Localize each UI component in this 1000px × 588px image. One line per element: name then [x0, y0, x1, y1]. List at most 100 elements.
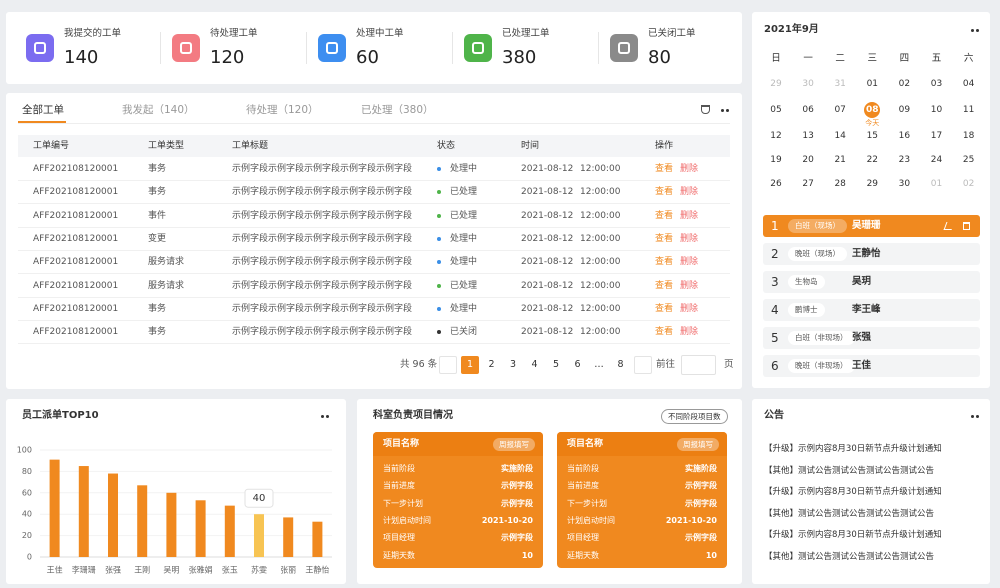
- calendar-day[interactable]: 09: [898, 105, 911, 115]
- calendar-day[interactable]: 07: [834, 105, 846, 115]
- weekday: 三: [867, 53, 878, 64]
- ticket-date: 2021-08-12: [521, 257, 574, 268]
- bar: [137, 485, 148, 557]
- filter-icon[interactable]: [701, 105, 710, 114]
- calendar-day[interactable]: 04: [962, 79, 975, 89]
- calendar-day[interactable]: 31: [834, 79, 846, 89]
- calendar-day[interactable]: 22: [866, 155, 879, 165]
- calendar-day[interactable]: 10: [930, 105, 943, 115]
- more-dot[interactable]: [726, 109, 729, 112]
- calendar-day[interactable]: 24: [930, 155, 943, 165]
- weekday: 日: [771, 53, 781, 64]
- view-link[interactable]: 查看: [655, 280, 674, 291]
- bar: [195, 500, 206, 557]
- projects-button[interactable]: 不同阶段项目数: [661, 409, 728, 424]
- calendar-day[interactable]: 16: [898, 131, 911, 141]
- calendar-day[interactable]: 23: [898, 155, 911, 165]
- calendar-day[interactable]: 13: [802, 131, 814, 141]
- view-link[interactable]: 查看: [655, 187, 674, 198]
- view-link[interactable]: 查看: [655, 164, 674, 174]
- view-link[interactable]: 查看: [655, 210, 674, 221]
- notice-item[interactable]: 【升级】示例内容8月30日新节点升级计划通知: [764, 530, 942, 541]
- tab[interactable]: 已处理（380）: [361, 104, 434, 116]
- notice-item[interactable]: 【升级】示例内容8月30日新节点升级计划通知: [764, 444, 942, 454]
- delete-link[interactable]: 删除: [680, 327, 699, 338]
- more-dot[interactable]: [721, 109, 724, 112]
- tab[interactable]: 全部工单: [22, 104, 64, 116]
- ticket-id: AFF202108120001: [33, 280, 119, 291]
- delete-link[interactable]: 删除: [680, 257, 699, 268]
- notice-item[interactable]: 【其他】测试公告测试公告测试公告测试公告: [764, 552, 935, 562]
- more-dot[interactable]: [971, 415, 974, 418]
- more-dot[interactable]: [976, 415, 979, 418]
- view-link[interactable]: 查看: [655, 303, 674, 314]
- delete-link[interactable]: 删除: [680, 233, 699, 244]
- delete-link[interactable]: 删除: [680, 187, 699, 198]
- view-link[interactable]: 查看: [655, 257, 674, 268]
- ticket-date: 2021-08-12: [521, 303, 574, 314]
- calendar-day[interactable]: 20: [802, 155, 814, 165]
- page-number[interactable]: 8: [617, 359, 624, 370]
- calendar-day[interactable]: 17: [930, 131, 943, 141]
- page-number[interactable]: 3: [509, 359, 517, 370]
- calendar-day[interactable]: 03: [930, 79, 943, 89]
- page-number[interactable]: …: [594, 359, 604, 370]
- calendar-day[interactable]: 05: [770, 105, 782, 115]
- more-dot[interactable]: [971, 29, 974, 32]
- delete-icon[interactable]: [963, 222, 970, 230]
- calendar-day[interactable]: 30: [802, 79, 814, 89]
- calendar-day[interactable]: 26: [770, 179, 782, 189]
- calendar-day[interactable]: 18: [962, 131, 975, 141]
- more-dot[interactable]: [326, 415, 329, 418]
- calendar-day[interactable]: 02: [898, 79, 911, 89]
- calendar-day[interactable]: 15: [866, 131, 879, 141]
- prev-page[interactable]: [439, 356, 457, 374]
- page-number[interactable]: 2: [488, 359, 495, 370]
- delete-link[interactable]: 删除: [680, 164, 699, 174]
- notice-item[interactable]: 【升级】示例内容8月30日新节点升级计划通知: [764, 487, 942, 498]
- notice-item[interactable]: 【其他】测试公告测试公告测试公告测试公告: [764, 465, 935, 476]
- page-number[interactable]: 1: [466, 359, 474, 370]
- schedule-item[interactable]: [763, 215, 980, 237]
- calendar-day[interactable]: 27: [802, 179, 814, 189]
- report-button[interactable]: 周报填写: [677, 438, 719, 451]
- project-value: 实施阶段: [501, 464, 533, 473]
- ticket-title: 示例字段示例字段示例字段示例字段示例字段: [232, 187, 413, 198]
- calendar-day[interactable]: 29: [866, 179, 879, 189]
- calendar-day[interactable]: 25: [962, 155, 975, 165]
- page-number[interactable]: 6: [574, 359, 581, 370]
- notice-item[interactable]: 【其他】测试公告测试公告测试公告测试公告: [764, 508, 935, 519]
- row-line: [18, 319, 730, 321]
- tab[interactable]: 待处理（120）: [246, 104, 319, 116]
- ticket-date: 2021-08-12: [521, 210, 574, 221]
- calendar-day[interactable]: 30: [898, 179, 911, 189]
- next-page[interactable]: [634, 356, 652, 374]
- page-number[interactable]: 5: [552, 359, 560, 370]
- calendar-day[interactable]: 02: [962, 179, 975, 189]
- delete-link[interactable]: 删除: [680, 210, 699, 221]
- delete-link[interactable]: 删除: [680, 303, 699, 314]
- calendar-day[interactable]: 29: [770, 79, 782, 89]
- view-link[interactable]: 查看: [655, 327, 674, 338]
- calendar-day[interactable]: 01: [930, 179, 943, 189]
- ticket-date: 2021-08-12: [521, 280, 574, 291]
- calendar-day[interactable]: 28: [834, 179, 846, 189]
- goto-input[interactable]: [681, 355, 716, 375]
- more-dot[interactable]: [976, 29, 979, 32]
- today-circle: [864, 102, 881, 118]
- bar: [49, 459, 60, 557]
- tab[interactable]: 我发起（140）: [122, 104, 195, 116]
- calendar-day[interactable]: 11: [962, 105, 975, 115]
- report-button[interactable]: 周报填写: [493, 438, 535, 451]
- calendar-day[interactable]: 12: [770, 131, 782, 141]
- calendar-day[interactable]: 01: [866, 79, 879, 89]
- calendar-day[interactable]: 14: [834, 131, 846, 141]
- calendar-day[interactable]: 06: [802, 105, 814, 115]
- delete-link[interactable]: 删除: [680, 280, 699, 291]
- more-dot[interactable]: [321, 415, 324, 418]
- view-link[interactable]: 查看: [655, 233, 674, 244]
- page-number[interactable]: 4: [531, 359, 538, 370]
- calendar-day[interactable]: 19: [770, 155, 782, 165]
- calendar-day[interactable]: 08: [866, 105, 879, 115]
- calendar-day[interactable]: 21: [834, 155, 846, 165]
